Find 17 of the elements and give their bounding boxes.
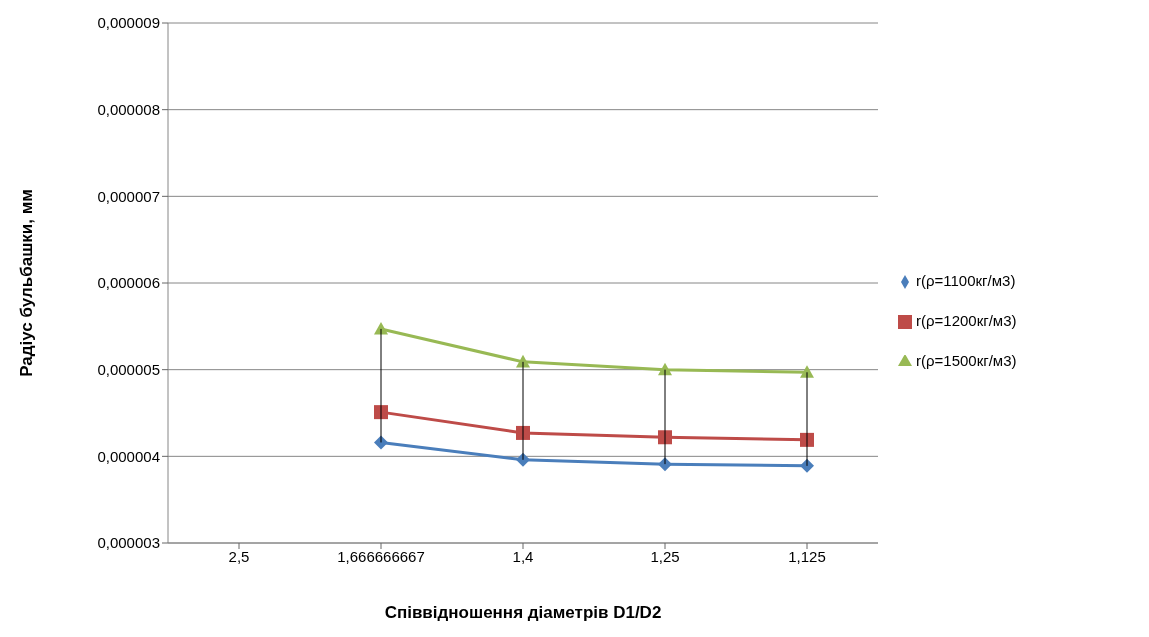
y-tick-label: 0,000004	[97, 447, 160, 465]
x-axis-title: Співвідношення діаметрів D1/D2	[384, 603, 662, 622]
x-tick-label: 1,25	[650, 547, 680, 565]
legend-label: r(ρ=1500кг/м3)	[916, 351, 1017, 369]
y-tick-label: 0,000005	[97, 360, 160, 378]
x-tick-label: 1,4	[512, 547, 534, 565]
y-tick-label: 0,000003	[97, 534, 160, 552]
y-tick-label: 0,000006	[97, 274, 160, 292]
x-tick-label: 2,5	[228, 547, 250, 565]
legend-label: r(ρ=1100кг/м3)	[916, 271, 1016, 289]
x-tick-label: 1,666666667	[337, 547, 425, 565]
y-tick-label: 0,000008	[97, 100, 160, 118]
y-axis-title: Радіус бульбашки, мм	[17, 189, 37, 377]
legend-label: r(ρ=1200кг/м3)	[916, 311, 1017, 329]
x-tick-label: 1,125	[788, 547, 826, 565]
y-tick-label: 0,000007	[97, 187, 160, 205]
y-tick-label: 0,000009	[97, 14, 160, 32]
